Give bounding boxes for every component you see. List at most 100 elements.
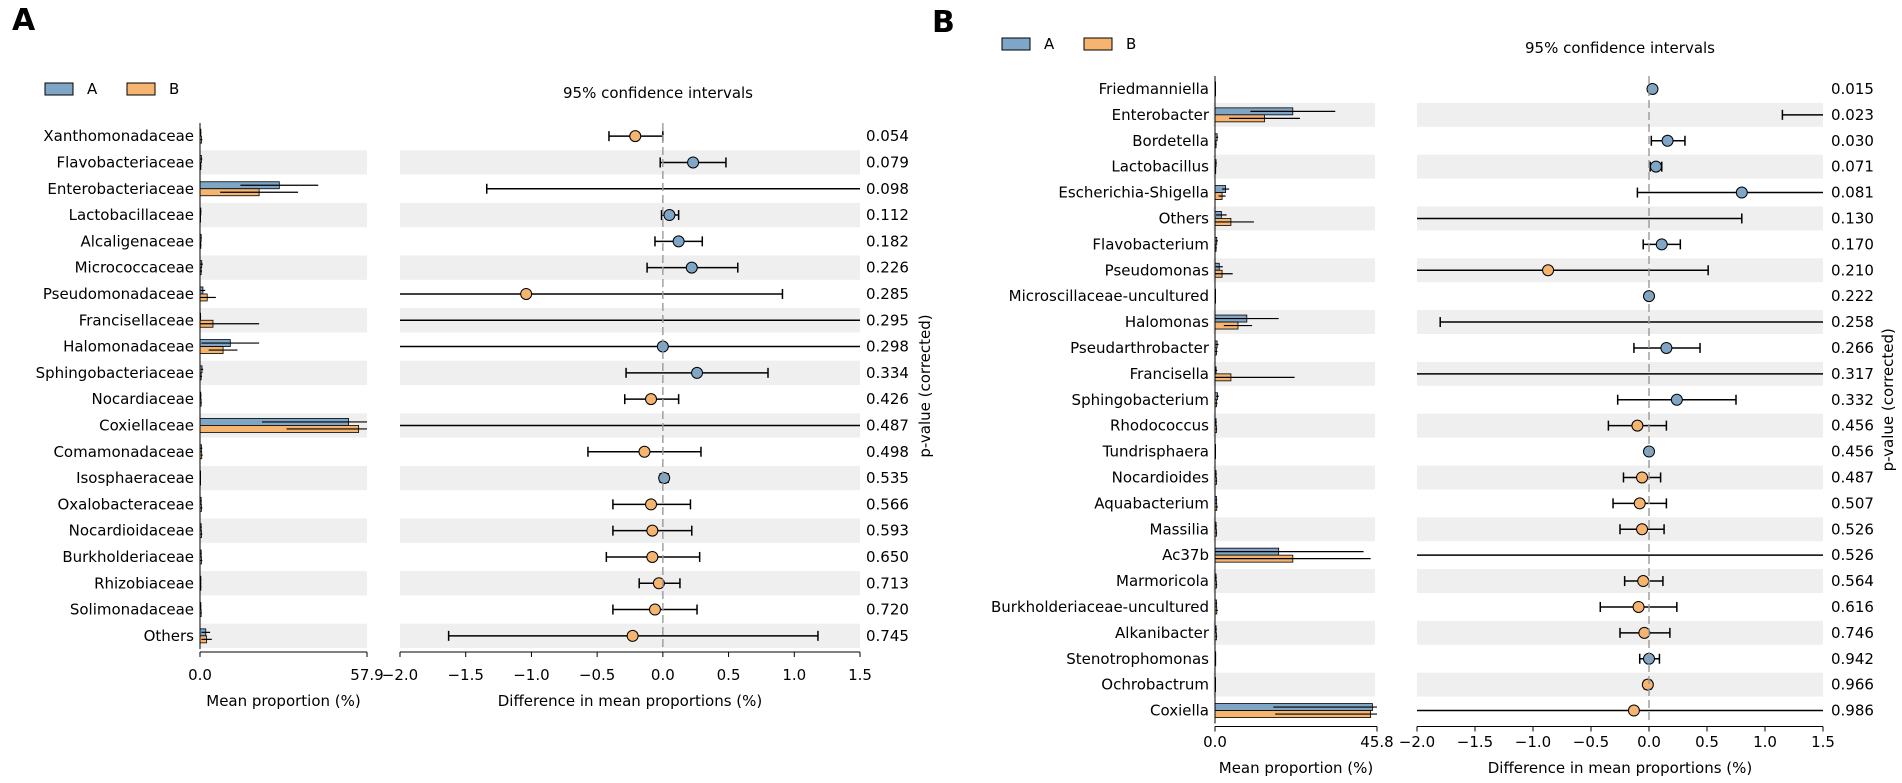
table-row: Tundrisphaera 0.456 — [1102, 443, 1874, 461]
table-row: Marmoricola 0.564 — [1116, 572, 1874, 590]
p-value: 0.746 — [1831, 624, 1874, 642]
p-value: 0.079 — [866, 153, 909, 171]
ci-tick-label: 0.0 — [651, 666, 675, 684]
table-row: Bordetella 0.030 — [1132, 132, 1874, 150]
taxon-label: Halomonadaceae — [63, 338, 194, 356]
table-row: Pseudomonadaceae 0.285 — [43, 285, 909, 303]
taxon-label: Bordetella — [1132, 132, 1209, 150]
legend-label-b: B — [1126, 35, 1136, 53]
taxon-label: Nocardiaceae — [91, 390, 194, 408]
ci-tick-label: −1.5 — [447, 666, 483, 684]
taxon-label: Pseudomonadaceae — [43, 285, 194, 303]
p-value: 0.226 — [866, 259, 909, 277]
bar-row-stripe — [1213, 620, 1375, 645]
table-row: Enterobacter 0.023 — [1112, 106, 1874, 124]
ci-point — [1637, 575, 1650, 588]
table-row: Massilia 0.526 — [1150, 520, 1874, 538]
p-value: 0.170 — [1831, 235, 1874, 253]
panel-letter: A — [12, 3, 36, 38]
p-value: 0.098 — [866, 180, 909, 198]
p-value: 0.593 — [866, 522, 909, 540]
row-stripes — [200, 150, 860, 648]
ci-point — [1649, 160, 1662, 173]
p-value: 0.487 — [1831, 468, 1874, 486]
legend-label-a: A — [1044, 35, 1055, 53]
ci-point — [646, 524, 659, 537]
ci-point — [1661, 134, 1674, 147]
taxon-label: Nocardioidaceae — [69, 522, 194, 540]
p-value: 0.745 — [866, 627, 909, 645]
table-row: Halomonas 0.258 — [1125, 313, 1874, 331]
table-row: Solimonadaceae 0.720 — [70, 601, 909, 619]
table-row: Enterobacteriaceae 0.098 — [47, 180, 909, 198]
taxon-label: Sphingobacterium — [1072, 391, 1209, 409]
bar-row-stripe — [1213, 206, 1375, 231]
legend-label-b: B — [169, 80, 179, 98]
ci-point — [1633, 497, 1646, 510]
p-value: 0.564 — [1831, 572, 1874, 590]
taxon-label: Burkholderiaceae — [62, 548, 194, 566]
ci-point — [638, 445, 651, 458]
taxon-label: Alcaligenaceae — [80, 232, 194, 250]
table-row: Nocardioidaceae 0.593 — [69, 522, 909, 540]
taxon-label: Marmoricola — [1116, 572, 1209, 590]
table-row: Isosphaeraceae 0.535 — [76, 469, 909, 487]
ci-tick-label: −1.5 — [1457, 733, 1493, 751]
table-row: Xanthomonadaceae 0.054 — [43, 127, 909, 145]
taxon-label: Aquabacterium — [1094, 494, 1209, 512]
ci-tick-label: −1.0 — [1515, 733, 1551, 751]
p-value: 0.650 — [866, 548, 909, 566]
ci-point — [645, 393, 658, 406]
bar-row-stripe — [200, 308, 367, 333]
panel-b: BA B 95% confidence intervalsFriedmanniell… — [932, 5, 1897, 777]
ci-point — [520, 287, 533, 300]
ci-point — [1660, 341, 1673, 354]
ci-point — [1646, 82, 1659, 95]
p-value: 0.023 — [1831, 106, 1874, 124]
ci-tick-label: 1.5 — [1811, 733, 1835, 751]
ci-point — [1632, 600, 1645, 613]
ci-axis: −2.0 −1.5 −1.0 −0.5 0.0 0.5 1.0 1.5 Difference i… — [1399, 726, 1835, 777]
p-value: 0.498 — [866, 443, 909, 461]
taxon-label: Francisella — [1130, 365, 1209, 383]
p-value: 0.222 — [1831, 287, 1874, 305]
bar-row-stripe — [200, 571, 367, 596]
p-value: 0.210 — [1831, 261, 1874, 279]
legend-swatch-b — [1083, 37, 1113, 51]
bar-row-stripe — [1213, 465, 1375, 490]
ci-point — [663, 209, 676, 222]
table-row: Flavobacteriaceae 0.079 — [56, 153, 909, 171]
ci-point — [645, 498, 658, 511]
ci-axis-title: Difference in mean proportions (%) — [1488, 759, 1753, 777]
p-value: 0.986 — [1831, 702, 1874, 720]
table-row: Nocardioides 0.487 — [1112, 468, 1874, 486]
taxon-label: Microscillaceae-uncultured — [1009, 287, 1209, 305]
table-row: Sphingobacteriaceae 0.334 — [36, 364, 909, 382]
ci-axis-title: Difference in mean proportions (%) — [498, 692, 763, 710]
bar-row-stripe — [200, 150, 367, 175]
table-row: Coxiella 0.986 — [1150, 702, 1874, 720]
taxon-label: Lactobacillaceae — [69, 206, 194, 224]
table-row: Lactobacillaceae 0.112 — [69, 206, 909, 224]
ci-row-stripe — [1417, 569, 1823, 593]
table-row: Lactobacillus 0.071 — [1111, 158, 1874, 176]
ci-tick-label: −2.0 — [1399, 733, 1435, 751]
taxon-label: Isosphaeraceae — [76, 469, 194, 487]
rows: Friedmanniella 0.015 Enterobacter 0.023 Bord… — [991, 80, 1874, 720]
taxon-label: Micrococcaceae — [75, 259, 194, 277]
ci-point — [1631, 419, 1644, 432]
legend-label-a: A — [87, 80, 98, 98]
ci-point — [691, 366, 704, 379]
table-row: Ochrobactrum 0.966 — [1101, 676, 1874, 694]
ci-point — [1636, 523, 1649, 536]
taxon-label: Enterobacteriaceae — [47, 180, 194, 198]
ci-point — [626, 629, 639, 642]
table-row: Pseudomonas 0.210 — [1105, 261, 1874, 279]
bar-row-stripe — [1213, 413, 1375, 438]
p-value: 0.295 — [866, 311, 909, 329]
ci-point — [1641, 678, 1654, 691]
ci-point — [629, 130, 642, 143]
ci-point — [687, 156, 700, 169]
ci-point — [1638, 626, 1651, 639]
